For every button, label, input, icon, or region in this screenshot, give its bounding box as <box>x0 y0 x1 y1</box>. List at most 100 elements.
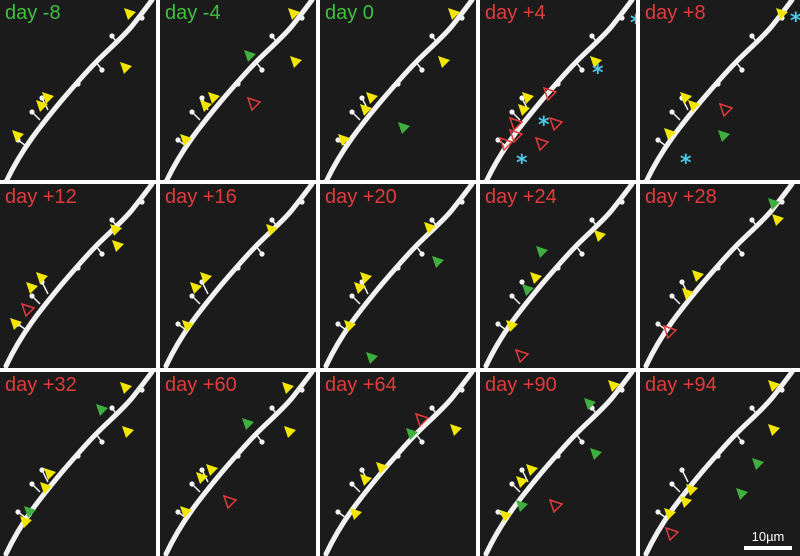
panel-label: day +20 <box>325 186 397 208</box>
stable-spine-arrow <box>360 104 372 116</box>
spine-head <box>39 467 45 473</box>
stable-spine-arrow <box>680 92 692 104</box>
stable-spine-arrow <box>686 484 698 496</box>
stable-spine-arrow <box>120 62 132 74</box>
new-spine-arrow <box>768 198 780 210</box>
spine-head <box>359 95 365 101</box>
spine-head <box>429 217 435 223</box>
stable-spine-arrow <box>506 320 518 332</box>
stable-spine-arrow <box>36 100 48 112</box>
spine-head <box>495 137 501 143</box>
stable-spine-arrow <box>120 382 132 394</box>
spine-head <box>75 265 81 271</box>
stable-spine-arrow <box>122 426 134 438</box>
spine-head <box>619 199 625 205</box>
stable-spine-arrow <box>354 282 366 294</box>
new-spine-arrow <box>516 500 528 512</box>
spine-head <box>335 137 341 143</box>
spine-head <box>139 199 145 205</box>
stable-spine-arrow <box>338 134 350 146</box>
panel-day-minus-8: day -8 <box>0 0 156 180</box>
panel-label: day +24 <box>485 186 557 208</box>
spine-head <box>555 265 561 271</box>
panel-label: day +28 <box>645 186 717 208</box>
spine-head <box>419 251 425 257</box>
micrograph <box>643 184 795 368</box>
new-spine-arrow <box>398 122 410 134</box>
stable-spine-arrow <box>768 380 780 392</box>
stable-spine-arrow <box>768 424 780 436</box>
spine-head <box>359 467 365 473</box>
spine-head <box>99 439 105 445</box>
panel-day-plus-8: ** day +8 <box>640 0 800 180</box>
panel-label: day +16 <box>165 186 237 208</box>
scale-bar-label: 10µm <box>751 529 785 544</box>
panel-label: day +12 <box>5 186 77 208</box>
lost-spine-arrow <box>534 136 550 152</box>
stable-spine-arrow <box>288 8 300 20</box>
spine-head <box>75 81 81 87</box>
spine-head <box>715 265 721 271</box>
dendrite-shaft <box>163 184 315 368</box>
spine-head <box>269 405 275 411</box>
lost-spine-arrow <box>508 128 524 144</box>
spine-head <box>99 251 105 257</box>
spine-head <box>29 109 35 115</box>
spine-head <box>519 279 525 285</box>
stable-spine-arrow <box>200 100 212 112</box>
dendrite-shaft <box>3 184 155 368</box>
panel-label: day +90 <box>485 374 557 396</box>
spine-head <box>579 67 585 73</box>
new-spine-arrow <box>590 448 602 460</box>
spine-head <box>395 453 401 459</box>
spine-head <box>589 33 595 39</box>
spine-head <box>109 217 115 223</box>
micrograph <box>163 184 315 368</box>
spine-head <box>749 33 755 39</box>
lost-spine-arrow <box>662 324 678 340</box>
panel-day-plus-64: day +64 <box>320 372 476 556</box>
spine-head <box>739 251 745 257</box>
micrograph <box>483 184 635 368</box>
dendrite-shaft <box>164 0 315 180</box>
spine-head <box>139 15 145 21</box>
panel-day-plus-12: day +12 <box>0 184 156 368</box>
micrograph <box>164 0 315 180</box>
stable-spine-arrow <box>776 8 788 20</box>
spine-head <box>29 481 35 487</box>
stable-spine-arrow <box>448 8 460 20</box>
stable-spine-arrow <box>526 464 538 476</box>
spine-head <box>39 95 45 101</box>
stable-spine-arrow <box>522 92 534 104</box>
panel-day-plus-4: * * * * day +4 <box>480 0 636 180</box>
spine-head <box>75 453 81 459</box>
new-spine-arrow <box>24 506 36 518</box>
spine-head <box>579 439 585 445</box>
dendrite-shaft <box>3 372 155 556</box>
stable-spine-arrow <box>180 134 192 146</box>
stable-spine-arrow <box>266 224 278 236</box>
lost-spine-arrow <box>414 412 430 428</box>
spine-head <box>299 387 305 393</box>
spine-head <box>299 199 305 205</box>
spine-head <box>429 33 435 39</box>
lost-spine-arrow <box>246 96 262 112</box>
micrograph <box>3 372 155 556</box>
spine-head <box>509 109 515 115</box>
stable-spine-arrow <box>196 472 208 484</box>
panel-day-plus-60: day +60 <box>160 372 316 556</box>
dendrite-shaft <box>323 184 475 368</box>
stable-spine-arrow <box>290 56 302 68</box>
panel-day-minus-4: day -4 <box>160 0 316 180</box>
spine-head <box>199 95 205 101</box>
spine-head <box>749 217 755 223</box>
stable-spine-arrow <box>200 272 212 284</box>
spine-head <box>655 321 661 327</box>
spine-head <box>189 109 195 115</box>
spine-head <box>749 405 755 411</box>
panel-day-plus-24: day +24 <box>480 184 636 368</box>
panel-label: day +8 <box>645 2 706 24</box>
stable-spine-arrow <box>424 222 436 234</box>
lost-spine-arrow <box>498 136 514 152</box>
spine-head <box>99 67 105 73</box>
